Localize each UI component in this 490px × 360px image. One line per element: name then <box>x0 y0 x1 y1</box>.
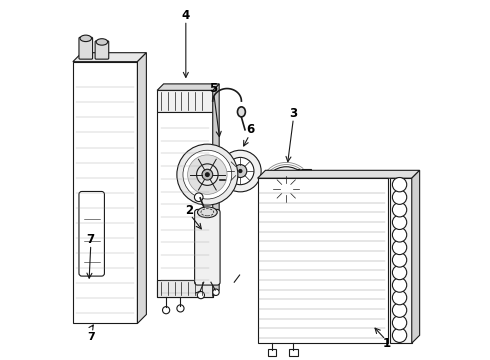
Bar <box>268 349 276 356</box>
Circle shape <box>195 193 203 202</box>
Circle shape <box>392 316 407 330</box>
Circle shape <box>227 157 254 185</box>
Circle shape <box>392 291 407 305</box>
Circle shape <box>202 169 213 180</box>
Text: 1: 1 <box>383 337 391 350</box>
Circle shape <box>272 175 300 203</box>
Text: 6: 6 <box>246 123 254 136</box>
FancyBboxPatch shape <box>79 37 93 59</box>
Circle shape <box>197 292 204 299</box>
Bar <box>285 169 311 209</box>
Polygon shape <box>73 53 147 62</box>
Text: 4: 4 <box>182 9 190 22</box>
Polygon shape <box>412 170 419 343</box>
Text: 3: 3 <box>290 107 297 120</box>
Bar <box>157 90 213 112</box>
FancyBboxPatch shape <box>195 210 220 285</box>
Circle shape <box>392 253 407 267</box>
Ellipse shape <box>96 39 108 45</box>
FancyBboxPatch shape <box>79 192 104 276</box>
Text: 7: 7 <box>87 332 95 342</box>
Ellipse shape <box>80 35 92 41</box>
Circle shape <box>284 186 289 192</box>
Circle shape <box>234 165 247 177</box>
Circle shape <box>264 167 309 211</box>
Circle shape <box>213 289 219 296</box>
Polygon shape <box>213 84 219 297</box>
Bar <box>157 280 213 297</box>
Circle shape <box>392 215 407 229</box>
Circle shape <box>188 155 227 194</box>
Circle shape <box>177 305 184 312</box>
Polygon shape <box>157 84 219 90</box>
Polygon shape <box>137 53 147 323</box>
Circle shape <box>392 190 407 204</box>
Circle shape <box>196 164 218 185</box>
Text: 2: 2 <box>185 204 194 217</box>
Circle shape <box>183 150 232 199</box>
Circle shape <box>220 150 261 192</box>
Circle shape <box>392 278 407 292</box>
Circle shape <box>280 183 293 195</box>
Ellipse shape <box>197 207 217 218</box>
Circle shape <box>392 303 407 318</box>
Text: 5: 5 <box>209 82 217 95</box>
Circle shape <box>392 328 407 342</box>
Circle shape <box>238 169 243 173</box>
Circle shape <box>392 265 407 280</box>
Bar <box>73 62 137 323</box>
Bar <box>258 178 389 343</box>
Bar <box>157 112 213 297</box>
Circle shape <box>392 177 407 192</box>
Bar <box>289 349 298 356</box>
Circle shape <box>163 307 170 314</box>
Polygon shape <box>258 170 419 178</box>
Circle shape <box>392 240 407 255</box>
Text: 7: 7 <box>87 233 95 246</box>
Bar <box>390 178 412 343</box>
Ellipse shape <box>238 107 245 117</box>
Circle shape <box>392 203 407 217</box>
Circle shape <box>392 228 407 242</box>
FancyBboxPatch shape <box>95 41 109 59</box>
Circle shape <box>205 172 210 177</box>
Circle shape <box>177 144 238 205</box>
